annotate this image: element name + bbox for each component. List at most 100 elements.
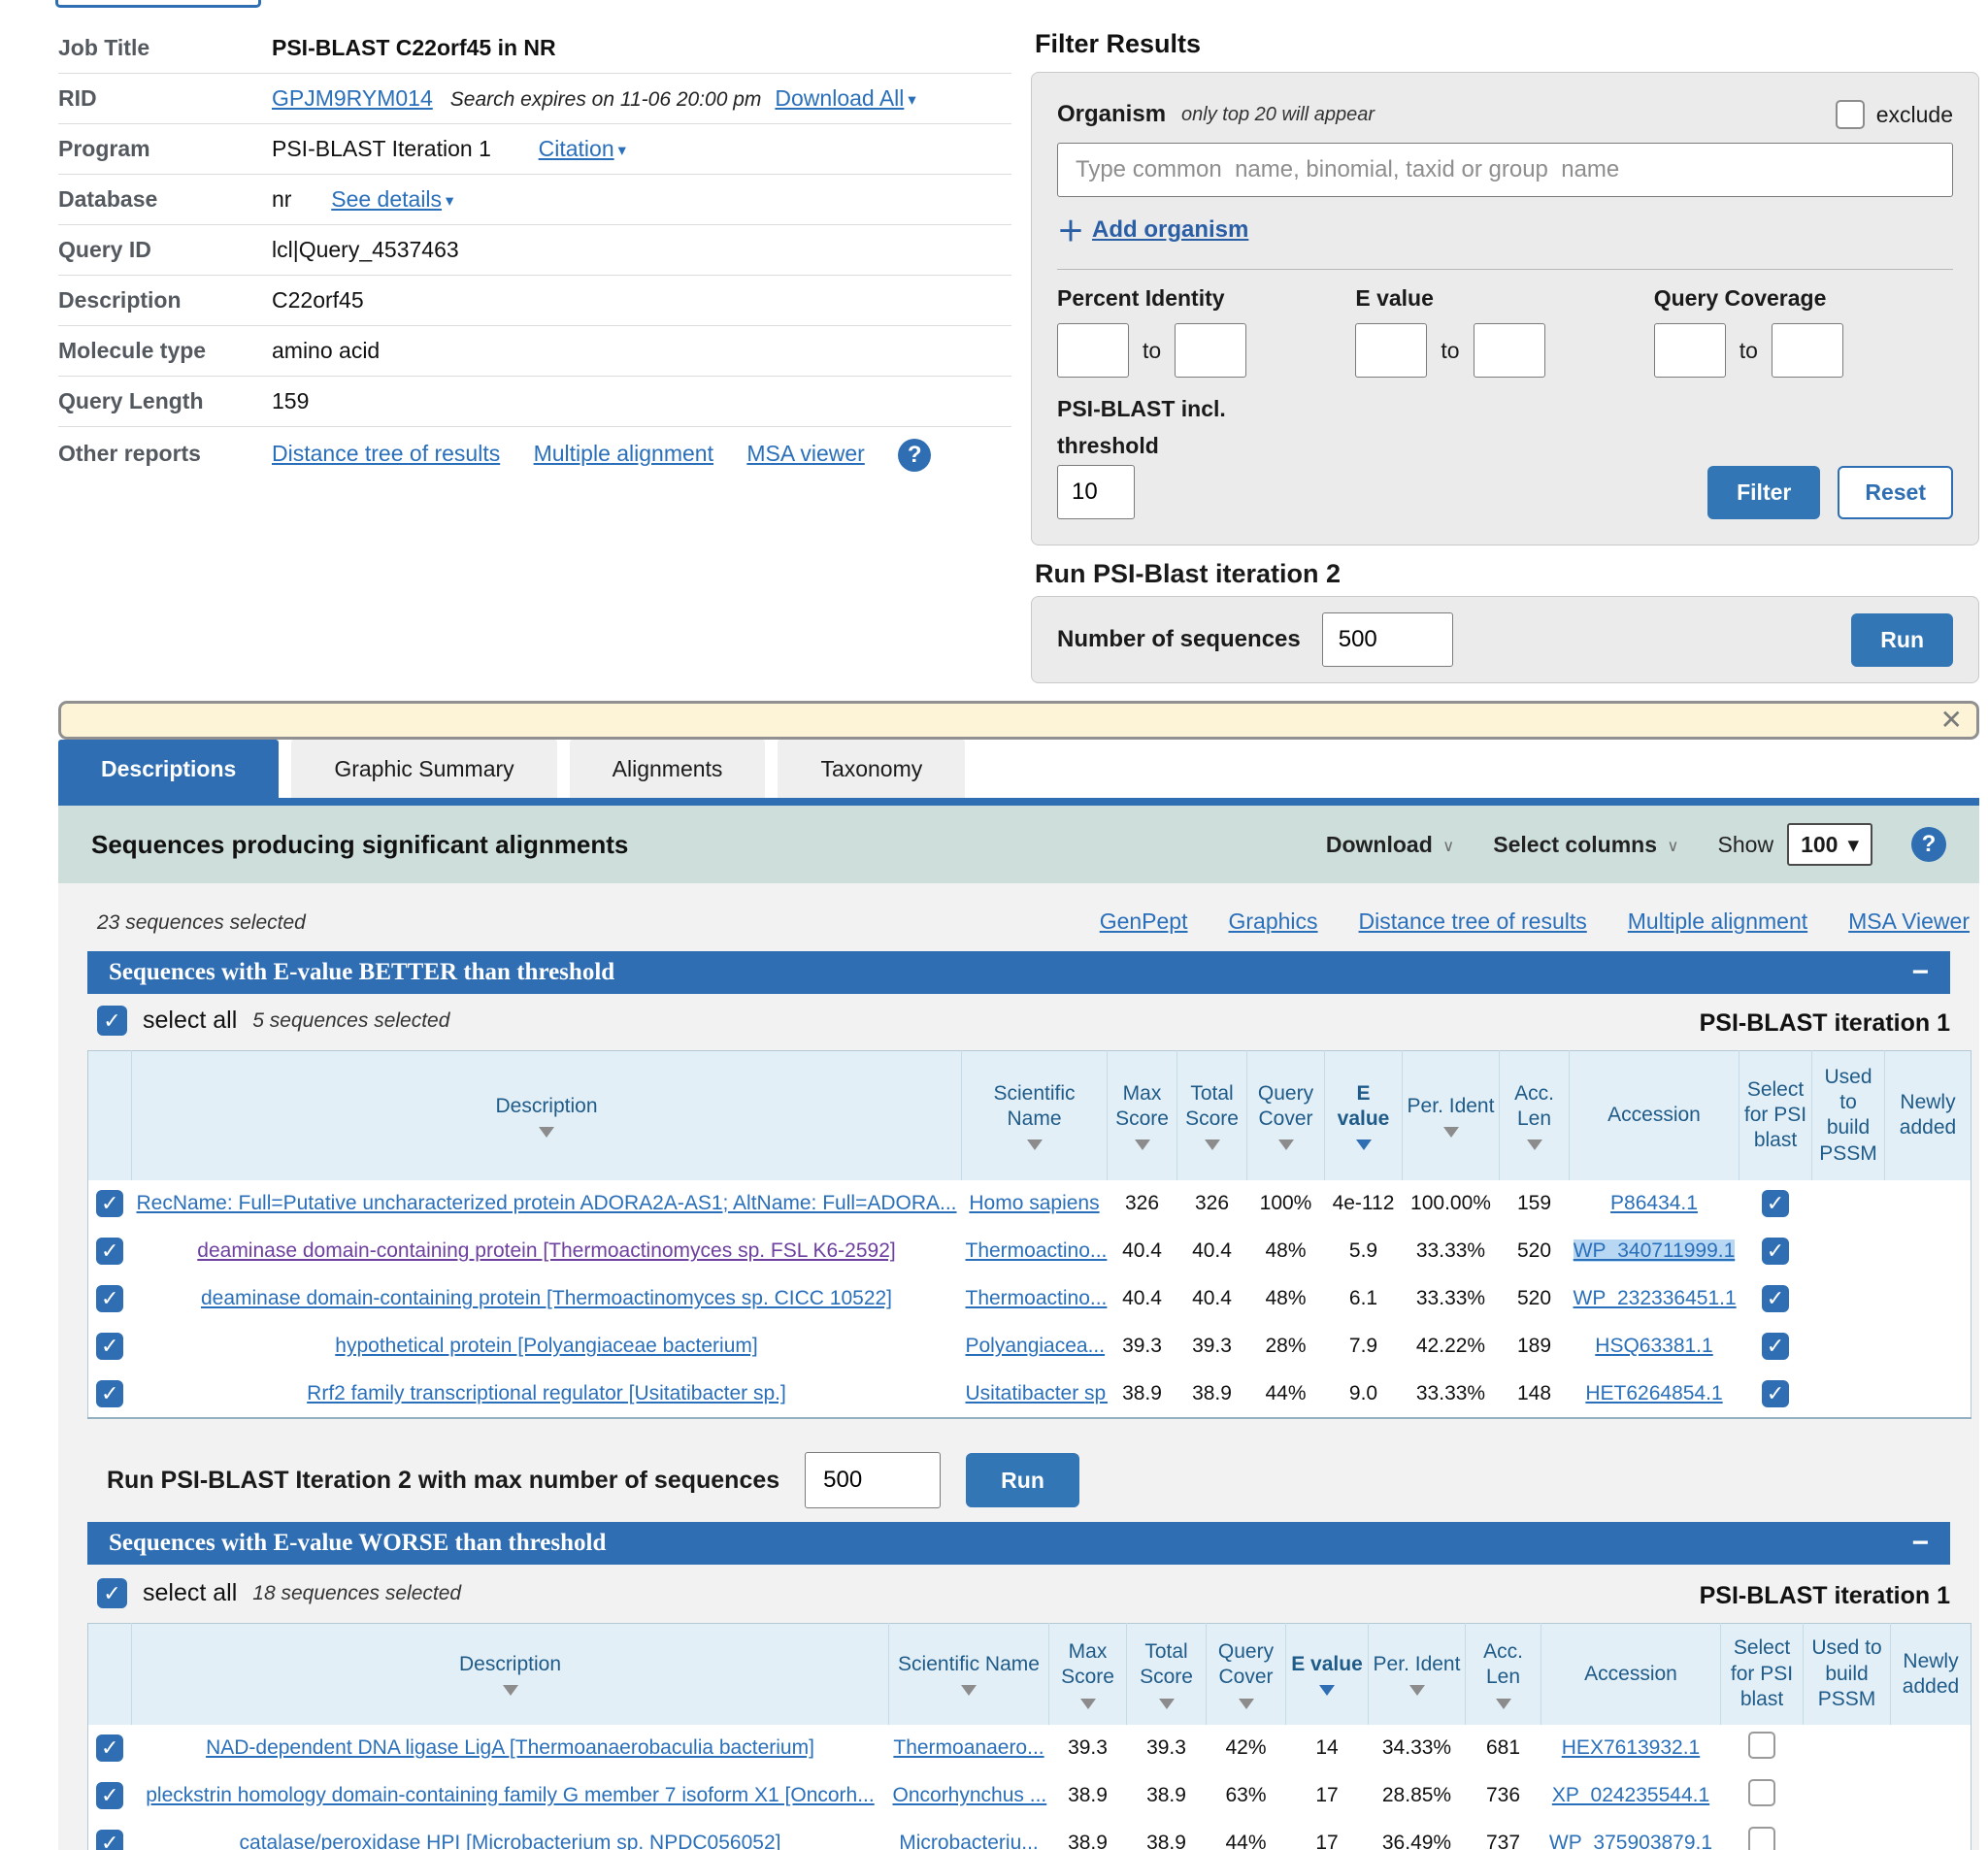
- distance-tree-link[interactable]: Distance tree of results: [272, 441, 501, 467]
- accession-link[interactable]: P86434.1: [1610, 1192, 1698, 1214]
- citation-link[interactable]: Citation ▾: [538, 136, 626, 161]
- max-sequences-input[interactable]: [805, 1452, 942, 1508]
- collapse-icon[interactable]: −: [1911, 956, 1929, 988]
- column-header-evalue[interactable]: E value: [1324, 1050, 1403, 1180]
- msa-viewer-link[interactable]: MSA viewer: [746, 441, 865, 467]
- psi-threshold-input[interactable]: [1057, 464, 1135, 519]
- percent-identity-to-input[interactable]: [1175, 323, 1247, 378]
- psi-select-checkbox[interactable]: [1748, 1826, 1775, 1850]
- description-link[interactable]: NAD-dependent DNA ligase LigA [Thermoana…: [206, 1736, 814, 1759]
- psi-select-checkbox[interactable]: [1762, 1238, 1789, 1265]
- percent-identity-from-input[interactable]: [1057, 323, 1129, 378]
- psi-select-checkbox[interactable]: [1762, 1379, 1789, 1407]
- scientific-name-link[interactable]: Homo sapiens: [969, 1192, 1100, 1214]
- row-checkbox[interactable]: [96, 1333, 124, 1360]
- accession-link[interactable]: HET6264854.1: [1585, 1381, 1723, 1404]
- column-header-accession[interactable]: Accession: [1569, 1050, 1740, 1180]
- show-count-select[interactable]: 100 ▾: [1787, 823, 1872, 866]
- scientific-name-link[interactable]: Polyangiacea...: [965, 1335, 1106, 1357]
- column-header-scientific-name[interactable]: Scientific Name: [888, 1623, 1049, 1725]
- scientific-name-link[interactable]: Thermoactino...: [965, 1239, 1108, 1262]
- accession-link[interactable]: WP_375903879.1: [1548, 1831, 1713, 1850]
- column-header-accession[interactable]: Accession: [1541, 1623, 1721, 1725]
- run-button[interactable]: Run: [966, 1453, 1079, 1507]
- download-all-link[interactable]: Download All ▾: [775, 85, 916, 111]
- accession-link[interactable]: HEX7613932.1: [1561, 1736, 1701, 1759]
- row-checkbox[interactable]: [96, 1238, 124, 1265]
- add-organism-link[interactable]: ＋ Add organism: [1057, 211, 1248, 249]
- filter-button[interactable]: Filter: [1707, 465, 1821, 519]
- organism-input[interactable]: [1057, 143, 1953, 197]
- help-icon[interactable]: ?: [1911, 827, 1946, 862]
- select-columns-menu[interactable]: Select columns ∨: [1493, 831, 1679, 857]
- row-checkbox[interactable]: [96, 1285, 124, 1312]
- scientific-name-link[interactable]: Oncorhynchus ...: [892, 1784, 1047, 1806]
- column-header-query-cover[interactable]: Query Cover: [1206, 1623, 1286, 1725]
- tab-descriptions[interactable]: Descriptions: [58, 740, 280, 798]
- psi-select-checkbox[interactable]: [1748, 1732, 1775, 1759]
- column-header-per-ident[interactable]: Per. Ident: [1402, 1050, 1500, 1180]
- tab-taxonomy[interactable]: Taxonomy: [778, 740, 966, 798]
- row-checkbox[interactable]: [96, 1782, 124, 1809]
- column-header-max-score[interactable]: Max Score: [1107, 1050, 1177, 1180]
- download-menu[interactable]: Download ∨: [1325, 831, 1455, 857]
- column-header-description[interactable]: Description: [131, 1623, 889, 1725]
- genpept-link[interactable]: GenPept: [1099, 908, 1188, 934]
- select-all-checkbox[interactable]: [97, 1578, 127, 1608]
- rid-link[interactable]: GPJM9RYM014: [272, 85, 433, 111]
- accession-link[interactable]: HSQ63381.1: [1595, 1335, 1713, 1357]
- description-link[interactable]: deaminase domain-containing protein [The…: [200, 1287, 893, 1309]
- exclude-checkbox[interactable]: [1835, 100, 1865, 129]
- description-link[interactable]: deaminase domain-containing protein [The…: [197, 1239, 896, 1262]
- accession-link[interactable]: XP_024235544.1: [1551, 1784, 1710, 1806]
- close-icon[interactable]: ✕: [1939, 705, 1963, 735]
- scientific-name-link[interactable]: Usitatibacter sp.: [965, 1381, 1108, 1404]
- query-coverage-from-input[interactable]: [1653, 323, 1726, 378]
- row-checkbox[interactable]: [96, 1190, 124, 1217]
- psi-select-checkbox[interactable]: [1748, 1779, 1775, 1806]
- see-details-link[interactable]: See details ▾: [331, 186, 454, 212]
- scientific-name-link[interactable]: Microbacteriu...: [899, 1831, 1039, 1850]
- column-header-total-score[interactable]: Total Score: [1176, 1050, 1247, 1180]
- scientific-name-link[interactable]: Thermoanaero...: [893, 1736, 1044, 1759]
- number-of-sequences-input[interactable]: [1321, 612, 1453, 667]
- column-header-query-cover[interactable]: Query Cover: [1246, 1050, 1325, 1180]
- msa-viewer-link[interactable]: MSA Viewer: [1848, 908, 1970, 934]
- accession-link[interactable]: WP_232336451.1: [1573, 1287, 1737, 1309]
- column-header-acc-len[interactable]: Acc. Len: [1499, 1050, 1570, 1180]
- column-header-evalue[interactable]: E value: [1285, 1623, 1369, 1725]
- run-button[interactable]: Run: [1851, 612, 1953, 667]
- tab-alignments[interactable]: Alignments: [569, 740, 766, 798]
- psi-select-checkbox[interactable]: [1762, 1190, 1789, 1217]
- column-header-description[interactable]: Description: [131, 1050, 962, 1180]
- row-checkbox[interactable]: [96, 1829, 124, 1850]
- truncated-top-button[interactable]: [55, 0, 261, 8]
- tab-graphic-summary[interactable]: Graphic Summary: [291, 740, 557, 798]
- column-header-max-score[interactable]: Max Score: [1048, 1623, 1127, 1725]
- evalue-from-input[interactable]: [1355, 323, 1428, 378]
- column-header-per-ident[interactable]: Per. Ident: [1368, 1623, 1466, 1725]
- column-header-acc-len[interactable]: Acc. Len: [1465, 1623, 1541, 1725]
- select-all-checkbox[interactable]: [97, 1006, 127, 1036]
- multiple-alignment-link[interactable]: Multiple alignment: [1627, 908, 1808, 934]
- accession-link[interactable]: WP_340711999.1: [1573, 1239, 1736, 1262]
- distance-tree-link[interactable]: Distance tree of results: [1358, 908, 1587, 934]
- description-link[interactable]: hypothetical protein [Polyangiaceae bact…: [335, 1335, 758, 1357]
- description-link[interactable]: catalase/peroxidase HPI [Microbacterium …: [239, 1831, 781, 1850]
- reset-button[interactable]: Reset: [1838, 465, 1953, 519]
- description-link[interactable]: Rrf2 family transcriptional regulator [U…: [307, 1381, 786, 1404]
- description-link[interactable]: pleckstrin homology domain-containing fa…: [146, 1784, 875, 1806]
- graphics-link[interactable]: Graphics: [1228, 908, 1318, 934]
- multiple-alignment-link[interactable]: Multiple alignment: [533, 441, 713, 467]
- column-header-scientific-name[interactable]: Scientific Name: [961, 1050, 1108, 1180]
- help-icon[interactable]: ?: [898, 439, 932, 472]
- column-header-total-score[interactable]: Total Score: [1126, 1623, 1207, 1725]
- psi-select-checkbox[interactable]: [1762, 1285, 1789, 1312]
- row-checkbox[interactable]: [96, 1734, 124, 1762]
- scientific-name-link[interactable]: Thermoactino...: [965, 1287, 1108, 1309]
- psi-select-checkbox[interactable]: [1762, 1333, 1789, 1360]
- query-coverage-to-input[interactable]: [1771, 323, 1843, 378]
- row-checkbox[interactable]: [96, 1379, 124, 1407]
- collapse-icon[interactable]: −: [1911, 1527, 1929, 1559]
- description-link[interactable]: RecName: Full=Putative uncharacterized p…: [136, 1192, 957, 1214]
